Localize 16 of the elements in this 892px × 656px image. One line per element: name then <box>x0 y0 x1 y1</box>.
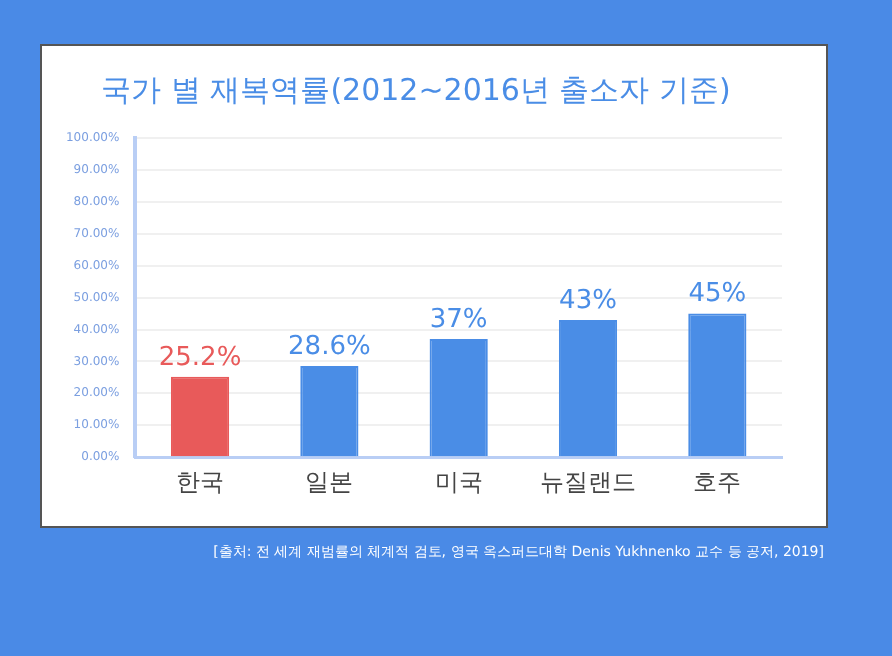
data-label: 25.2% <box>158 342 242 373</box>
bar <box>300 365 359 457</box>
data-label: 37% <box>429 304 488 335</box>
x-tick-label: 한국 <box>176 467 225 496</box>
x-tick-label: 일본 <box>305 467 354 496</box>
data-label: 43% <box>559 285 617 316</box>
bar <box>170 376 230 457</box>
data-label: 45% <box>688 279 747 310</box>
bar <box>429 339 488 457</box>
chart-title: 국가 별 재복역률(2012~2016년 출소자 기준) <box>101 71 731 108</box>
data-label: 28.6% <box>288 331 371 362</box>
x-tick-label: 뉴질랜드 <box>540 467 637 496</box>
x-tick-label: 미국 <box>434 467 483 496</box>
bar <box>558 319 618 457</box>
bar <box>688 313 747 457</box>
x-tick-label: 호주 <box>693 467 742 496</box>
